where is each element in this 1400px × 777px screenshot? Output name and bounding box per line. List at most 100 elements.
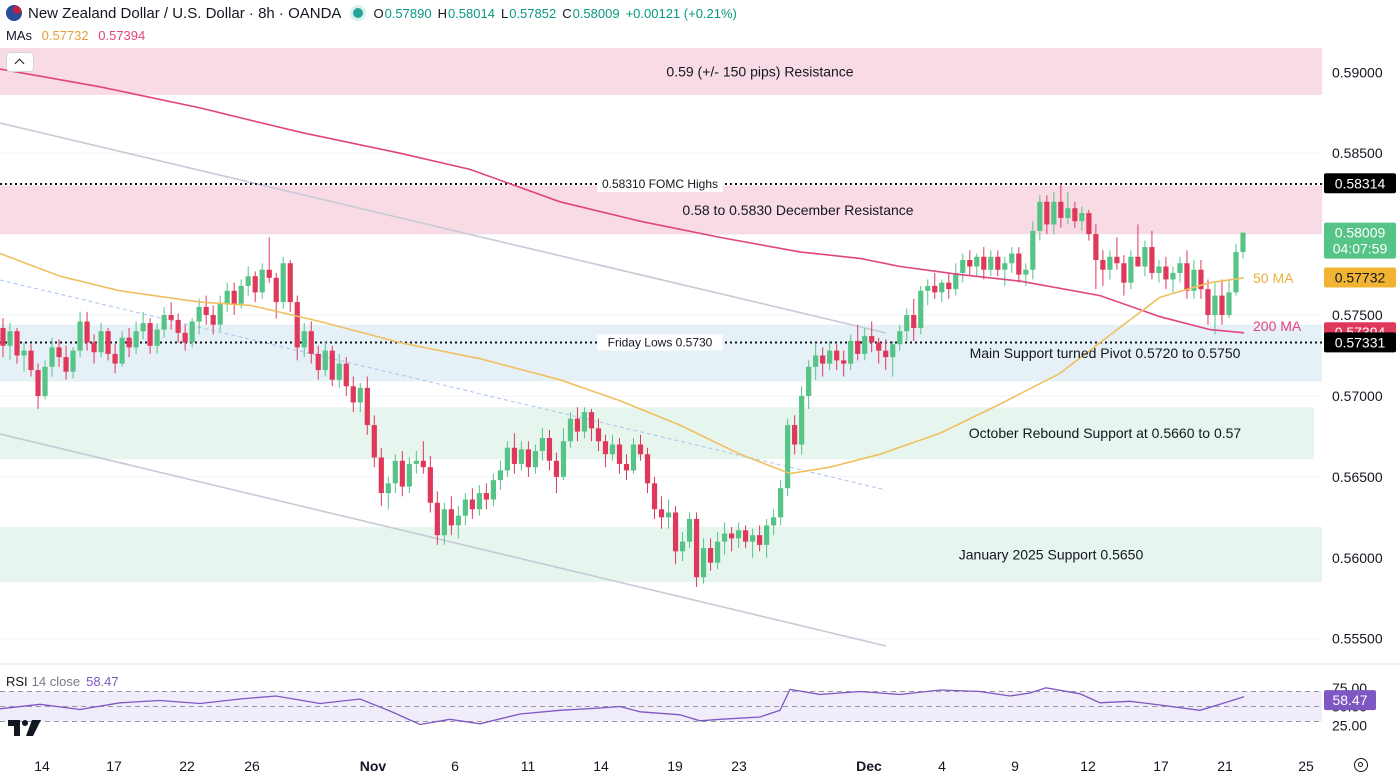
candle-down [1100,260,1106,270]
price-tag-value: 0.57732 [1335,269,1386,285]
time-axis-label: 23 [731,758,747,774]
rsi-axis-label: 25.00 [1332,717,1367,733]
candle-up [119,337,125,364]
tradingview-logo-icon[interactable] [8,718,42,738]
candle-up [70,350,76,372]
candle-down [1072,208,1078,222]
rsi-legend-label: RSI [6,674,28,689]
candle-down [546,438,553,461]
candle-down [869,336,875,343]
candle-up [714,541,721,563]
rsi-legend-params: 14 close [31,674,81,689]
candle-down [511,447,518,464]
level-label-bg [597,175,723,192]
candle-up [490,480,496,500]
candle-up [1226,292,1232,316]
candle-down [1135,256,1141,267]
price-zone [0,48,1322,95]
chart-legend-header: New Zealand Dollar / U.S. Dollar · 8h · … [0,0,1330,48]
time-axis-label: 4 [938,758,946,774]
candle-down [911,315,917,328]
chart-annotations: 0.59 (+/- 150 pips) Resistance 0.58 to 0.… [597,63,1302,563]
candle-down [1114,256,1120,264]
candle-down [112,353,118,364]
collapse-legend-button[interactable] [6,52,34,72]
candle-up [539,438,546,451]
ma-legend-label: MAs [6,28,32,43]
candle-down [126,337,132,348]
price-tag-value: 0.58009 [1335,225,1386,241]
candle-up [721,533,728,542]
candle-up [778,488,784,518]
candle-up [154,329,160,346]
candle-up [1030,230,1036,270]
candle-down [525,449,532,468]
candle-down [553,460,560,477]
candle-up [953,272,959,290]
candle-up [462,499,468,516]
candle-up [609,444,616,455]
symbol-title[interactable]: New Zealand Dollar / U.S. Dollar · 8h · … [28,4,342,22]
candle-down [981,256,987,270]
time-axis-label: 26 [244,758,260,774]
candle-up [1212,295,1218,316]
candle-up [1142,247,1148,267]
candle-up [897,331,903,345]
price-axis-label: 0.59000 [1332,64,1383,80]
candle-down [448,509,454,526]
candle-up [960,260,966,273]
candle-up [700,548,707,578]
symbol-row[interactable]: New Zealand Dollar / U.S. Dollar · 8h · … [6,3,737,23]
candle-up [196,306,202,322]
candle-down [757,535,763,545]
level-label: Friday Lows 0.5730 [608,336,713,350]
trend-lines [0,122,887,647]
candle-down [1058,201,1064,218]
candle-up [140,323,146,332]
candle-down [1093,234,1099,261]
time-axis-label: 14 [593,758,609,774]
candle-up [518,449,525,464]
candle-down [1044,201,1050,225]
candle-up [1023,269,1029,275]
price-axis-label: 0.57000 [1332,388,1383,404]
candle-down [378,457,384,494]
candle-down [616,444,623,464]
time-axis-label: 25 [1298,758,1314,774]
candle-down [175,319,181,333]
candle-up [630,444,637,471]
candle-down [399,460,405,487]
candle-up [476,493,482,510]
rsi-legend-value: 58.47 [86,674,119,689]
candle-up [679,541,686,552]
time-axis-label: 14 [34,758,50,774]
candle-down [672,512,679,552]
candle-down [287,263,293,303]
candle-down [147,323,153,346]
candle-down [203,306,209,316]
candle-up [49,347,55,367]
candle-up [406,463,412,487]
candle-down [876,342,882,351]
price-zone [0,185,1322,235]
ohlc-values: O0.57890 H0.58014 L0.57852 C0.58009 +0.0… [373,6,736,21]
candle-up [974,256,980,267]
market-status-icon [353,8,364,18]
candle-down [946,282,952,290]
ohlc-high: H0.58014 [437,5,495,21]
candle-up [735,530,742,539]
candle-up [1191,269,1197,291]
settings-gear-icon[interactable] [1354,758,1368,772]
candle-down [371,425,377,458]
candle-up [581,412,588,432]
rsi-legend[interactable]: RSI 14 close 58.47 [6,674,119,689]
candle-down [266,269,272,278]
candle-down [182,332,188,343]
candle-down [602,441,609,455]
candle-up [224,290,230,304]
ma-legend-row[interactable]: MAs 0.57732 0.57394 [6,28,145,43]
candle-down [28,350,34,371]
channel-midline [0,279,887,491]
candle-up [904,315,910,332]
